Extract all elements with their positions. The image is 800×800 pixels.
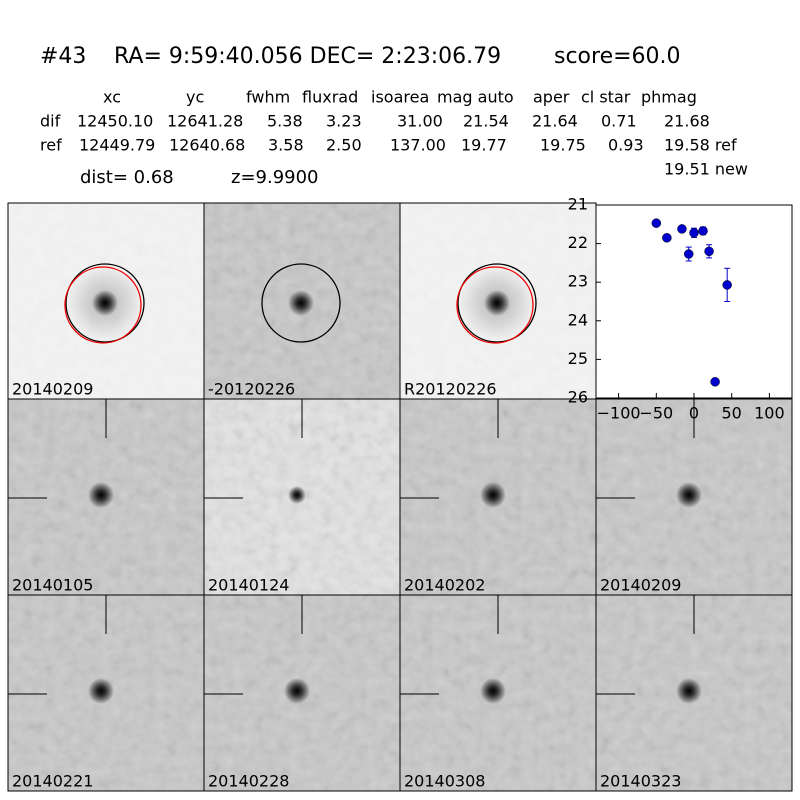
stamp: 20140308: [399, 594, 597, 792]
table-cell: 12450.10: [77, 112, 153, 131]
stamp-label: 20140209: [600, 576, 681, 595]
column-header: isoarea: [371, 88, 429, 107]
stamp-label: 20140202: [404, 576, 485, 595]
stamp-label: 20140308: [404, 772, 485, 791]
stamp: -20120226: [203, 202, 401, 400]
stamp-label: 20140105: [12, 576, 93, 595]
stamp: 20140124: [203, 398, 401, 596]
stamp: R20120226: [399, 202, 597, 400]
source: [284, 678, 310, 704]
aperture: [261, 263, 341, 343]
y-tick-label: 21: [568, 195, 588, 214]
stamp: 20140202: [399, 398, 597, 596]
stamp: 20140228: [203, 594, 401, 792]
table-cell: 3.23: [326, 112, 362, 131]
source: [288, 290, 314, 316]
dist: dist= 0.68: [80, 167, 174, 188]
phmag-new: 19.51 new: [664, 160, 748, 179]
candidate-id: #43: [40, 44, 86, 69]
stamp-label: 20140221: [12, 772, 93, 791]
stamp: 20140209: [595, 398, 793, 596]
x-tick-label: 0: [689, 404, 699, 423]
x-tick-label: −100: [597, 404, 641, 423]
stamp-label: 20140209: [12, 380, 93, 399]
x-tick-label: −50: [639, 404, 673, 423]
stamp-label: 20140228: [208, 772, 289, 791]
source: [88, 678, 114, 704]
table-cell: 19.75: [540, 136, 586, 155]
column-header: mag auto: [437, 88, 514, 107]
table-cell: 12449.79: [79, 136, 155, 155]
source: [676, 678, 702, 704]
column-header: phmag: [641, 88, 697, 107]
y-tick-label: 26: [568, 388, 588, 407]
table-cell: 21.54: [463, 112, 509, 131]
row-label: ref: [40, 136, 62, 155]
table-cell: 12641.28: [167, 112, 243, 131]
table-cell: 0.93: [608, 136, 644, 155]
y-tick-label: 23: [568, 272, 588, 291]
source: [92, 290, 118, 316]
column-header: fwhm: [246, 88, 290, 107]
aperture: [457, 263, 537, 343]
source: [288, 486, 306, 504]
point: [689, 228, 699, 238]
stamp: 20140221: [7, 594, 205, 792]
x-tick-label: 100: [754, 404, 785, 423]
point: [698, 226, 708, 236]
table-cell: 21.64: [532, 112, 578, 131]
point: [710, 377, 720, 387]
row-label: dif: [40, 112, 61, 131]
stamp: 20140105: [7, 398, 205, 596]
y-tick-label: 24: [568, 310, 588, 329]
point: [651, 218, 662, 228]
source: [88, 482, 114, 508]
stamp-label: 20140323: [600, 772, 681, 791]
table-cell: 31.00: [397, 112, 443, 131]
column-header: cl star: [581, 88, 631, 107]
stamp: 20140209: [7, 202, 205, 400]
x-tick-label: 50: [722, 404, 742, 423]
redshift: z=9.9900: [231, 167, 319, 188]
table-cell: 2.50: [326, 136, 362, 155]
point: [683, 249, 694, 259]
coordinates: RA= 9:59:40.056 DEC= 2:23:06.79: [114, 44, 501, 69]
source: [484, 290, 510, 316]
table-cell: 19.77: [461, 136, 507, 155]
column-header: yc: [186, 88, 204, 107]
stamp: 20140323: [595, 594, 793, 792]
stamp-label: -20120226: [208, 380, 295, 399]
score: score=60.0: [554, 44, 681, 69]
y-tick-label: 22: [568, 233, 588, 252]
table-cell: 12640.68: [169, 136, 245, 155]
stamp-label: 20140124: [208, 576, 289, 595]
aperture: [65, 263, 145, 343]
source: [480, 482, 506, 508]
table-cell: 5.38: [267, 112, 303, 131]
source: [480, 678, 506, 704]
point: [662, 233, 672, 243]
aperture-ref: [64, 266, 142, 344]
table-cell: 0.71: [601, 112, 637, 131]
table-cell: 3.58: [268, 136, 304, 155]
y-tick-label: 25: [568, 349, 588, 368]
point: [677, 224, 687, 234]
table-cell: 21.68: [664, 112, 710, 131]
stamp-frame: [595, 594, 793, 792]
point: [722, 280, 732, 290]
point: [704, 246, 714, 257]
source: [676, 482, 702, 508]
stamp-label: R20120226: [404, 380, 497, 399]
aperture-ref: [456, 266, 534, 344]
table-cell: 19.58 ref: [664, 136, 737, 155]
column-header: fluxrad: [302, 88, 358, 107]
column-header: xc: [103, 88, 121, 107]
column-header: aper: [533, 88, 570, 107]
table-cell: 137.00: [390, 136, 446, 155]
